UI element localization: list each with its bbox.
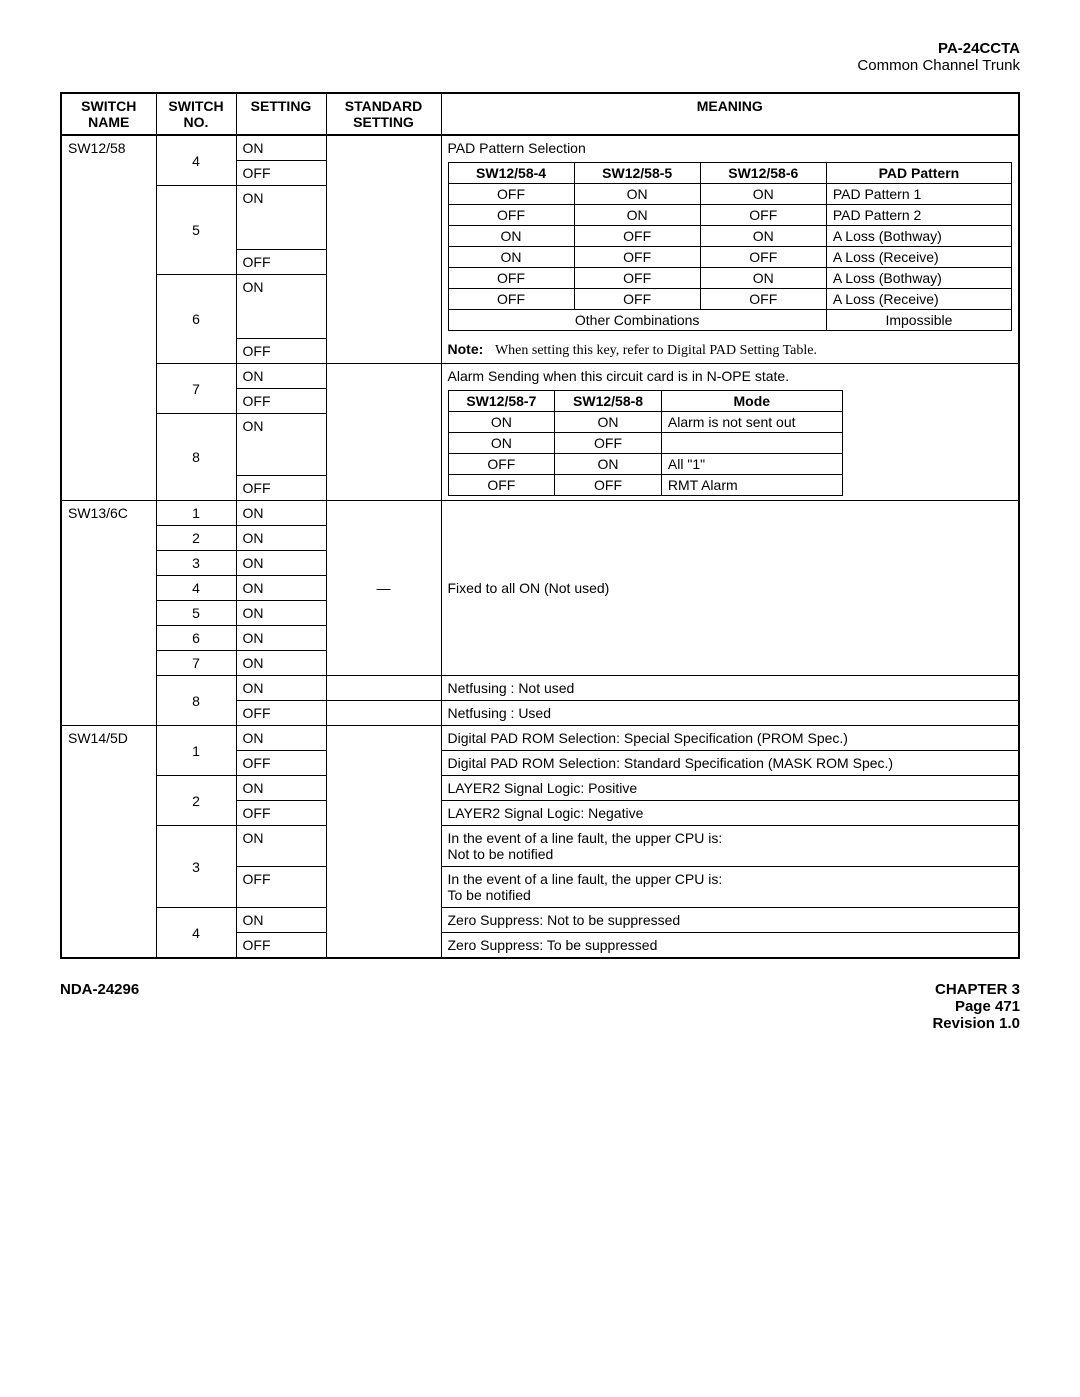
- setting-cell: OFF: [236, 250, 326, 275]
- page-header: PA-24CCTA Common Channel Trunk: [60, 40, 1020, 74]
- switch-name-cell: SW13/6C: [61, 501, 156, 726]
- product-code: PA-24CCTA: [60, 40, 1020, 57]
- setting-cell: OFF: [236, 476, 326, 501]
- revision-label: Revision 1.0: [932, 1015, 1020, 1032]
- chapter-label: CHAPTER 3: [932, 981, 1020, 998]
- standard-cell: —: [326, 501, 441, 676]
- setting-cell: ON: [236, 135, 326, 161]
- page-footer: NDA-24296 CHAPTER 3 Page 471 Revision 1.…: [60, 981, 1020, 1032]
- table-header-row: SWITCH NAME SWITCH NO. SETTING STANDARD …: [61, 93, 1019, 135]
- meaning-cell: Fixed to all ON (Not used): [441, 501, 1019, 676]
- standard-cell: [326, 701, 441, 726]
- setting-cell: ON: [236, 726, 326, 751]
- standard-cell: [326, 726, 441, 959]
- setting-cell: ON: [236, 414, 326, 476]
- setting-cell: ON: [236, 186, 326, 250]
- switch-no-cell: 8: [156, 414, 236, 501]
- switch-no-cell: 1: [156, 726, 236, 776]
- switch-no-cell: 4: [156, 135, 236, 186]
- switch-no-cell: 8: [156, 676, 236, 726]
- switch-no-cell: 7: [156, 364, 236, 414]
- setting-cell: OFF: [236, 339, 326, 364]
- meaning-cell: Digital PAD ROM Selection: Special Speci…: [441, 726, 1019, 751]
- meaning-cell: Netfusing : Not used: [441, 676, 1019, 701]
- table-row: SW12/58 4 ON PAD Pattern Selection SW12/…: [61, 135, 1019, 161]
- standard-cell: [326, 364, 441, 501]
- standard-cell: [326, 676, 441, 701]
- setting-cell: ON: [236, 501, 326, 526]
- setting-cell: ON: [236, 275, 326, 339]
- switch-name-cell: SW14/5D: [61, 726, 156, 959]
- switch-no-cell: 6: [156, 275, 236, 364]
- switch-no-cell: 5: [156, 186, 236, 275]
- table-row: SW13/6C 1 ON — Fixed to all ON (Not used…: [61, 501, 1019, 526]
- pad-note: Note: When setting this key, refer to Di…: [448, 341, 1013, 359]
- setting-cell: OFF: [236, 389, 326, 414]
- switch-name-cell: SW12/58: [61, 135, 156, 501]
- table-row: SW14/5D 1 ON Digital PAD ROM Selection: …: [61, 726, 1019, 751]
- setting-cell: ON: [236, 676, 326, 701]
- pad-title: PAD Pattern Selection: [448, 140, 1013, 156]
- setting-cell: OFF: [236, 161, 326, 186]
- switch-no-cell: 1: [156, 501, 236, 526]
- col-meaning: MEANING: [441, 93, 1019, 135]
- standard-cell: [326, 135, 441, 364]
- footer-right: CHAPTER 3 Page 471 Revision 1.0: [932, 981, 1020, 1032]
- col-setting: SETTING: [236, 93, 326, 135]
- product-subtitle: Common Channel Trunk: [60, 57, 1020, 74]
- page-number: Page 471: [932, 998, 1020, 1015]
- alarm-title: Alarm Sending when this circuit card is …: [448, 368, 1013, 384]
- setting-cell: ON: [236, 364, 326, 389]
- meaning-cell: Alarm Sending when this circuit card is …: [441, 364, 1019, 501]
- col-switch-name: SWITCH NAME: [61, 93, 156, 135]
- pad-pattern-table: SW12/58-4 SW12/58-5 SW12/58-6 PAD Patter…: [448, 162, 1013, 331]
- col-switch-no: SWITCH NO.: [156, 93, 236, 135]
- meaning-cell: PAD Pattern Selection SW12/58-4 SW12/58-…: [441, 135, 1019, 364]
- col-standard: STANDARD SETTING: [326, 93, 441, 135]
- setting-cell: OFF: [236, 701, 326, 726]
- meaning-cell: Netfusing : Used: [441, 701, 1019, 726]
- alarm-mode-table: SW12/58-7 SW12/58-8 Mode ONONAlarm is no…: [448, 390, 843, 496]
- switch-settings-table: SWITCH NAME SWITCH NO. SETTING STANDARD …: [60, 92, 1020, 959]
- doc-number: NDA-24296: [60, 981, 139, 1032]
